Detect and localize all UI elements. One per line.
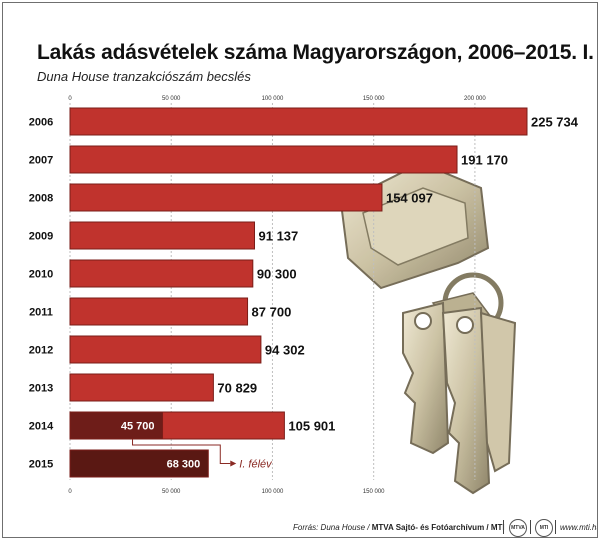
gridlines	[69, 103, 476, 480]
category-label: 2015	[29, 459, 53, 471]
bar-first-half	[69, 411, 164, 440]
category-label: 2011	[29, 307, 53, 319]
value-label: 154 097	[386, 191, 433, 206]
first-half-annotation: I. félév	[132, 439, 273, 471]
footer-separator	[555, 520, 556, 534]
bottom-axis-ticks: 0 50 000 100 000 150 000	[68, 489, 385, 495]
annotation-connector	[132, 439, 231, 464]
bar	[69, 297, 249, 326]
tick-label: 200 000	[464, 96, 486, 102]
category-label: 2012	[29, 345, 53, 357]
footer-separator	[530, 520, 531, 534]
tick-label: 100 000	[262, 489, 284, 495]
first-half-label: 68 300	[167, 459, 201, 471]
footer-agency: MTVA Sajtó- és Fotóarchívum / MTI	[371, 523, 505, 532]
tick-label: 50 000	[162, 96, 181, 102]
annotation-label: I. félév	[239, 459, 273, 471]
bar	[69, 259, 254, 288]
category-labels: 2006 2007 2008 2009 2010 2011 2012 2013 2014 2015	[29, 117, 54, 471]
value-label: 191 170	[461, 153, 508, 168]
mtva-logo: MTVA	[509, 519, 527, 537]
bars	[69, 107, 528, 478]
bar	[69, 145, 458, 174]
tick-label: 150 000	[363, 489, 385, 495]
tick-label: 150 000	[363, 96, 385, 102]
value-label: 87 700	[252, 305, 292, 320]
value-label: 94 302	[265, 343, 305, 358]
category-label: 2014	[29, 421, 54, 433]
footer-website: www.mti.hu	[560, 523, 598, 532]
bar-chart: 0 50 000 100 000 150 000 200 000 0 50 000 100 …	[29, 96, 579, 495]
tick-label: 50 000	[162, 489, 181, 495]
value-labels: 225 734 191 170 154 097 91 137 90 300 87 700 9…	[121, 115, 579, 471]
category-label: 2008	[29, 193, 53, 205]
category-label: 2006	[29, 117, 53, 129]
first-half-label: 45 700	[121, 421, 155, 433]
category-label: 2010	[29, 269, 53, 281]
bar	[69, 107, 528, 136]
value-label: 91 137	[259, 229, 299, 244]
chart-title: Lakás adásvételek száma Magyarországon, …	[37, 41, 598, 64]
chart-subtitle: Duna House tranzakciószám becslés	[37, 69, 251, 84]
bar	[69, 221, 256, 250]
bar	[69, 373, 214, 402]
bar	[69, 449, 209, 478]
top-axis-ticks: 0 50 000 100 000 150 000 200 000	[68, 96, 486, 102]
keys-illustration	[339, 161, 517, 495]
annotation-arrow	[230, 460, 237, 467]
category-label: 2009	[29, 231, 53, 243]
category-label: 2007	[29, 155, 53, 167]
mti-logo: MTI	[535, 519, 553, 537]
footer-separator	[503, 520, 504, 534]
category-label: 2013	[29, 383, 53, 395]
bar	[69, 183, 383, 212]
footer-credits: Forrás: Duna House / MTVA Sajtó- és Fotó…	[293, 523, 505, 532]
value-label: 105 901	[288, 419, 335, 434]
value-label: 70 829	[217, 381, 257, 396]
value-label: 225 734	[531, 115, 579, 130]
tick-label: 0	[68, 489, 72, 495]
bar	[69, 335, 262, 364]
footer-source: Forrás: Duna House /	[293, 523, 370, 532]
tick-label: 100 000	[262, 96, 284, 102]
value-label: 90 300	[257, 267, 297, 282]
tick-label: 0	[68, 96, 72, 102]
